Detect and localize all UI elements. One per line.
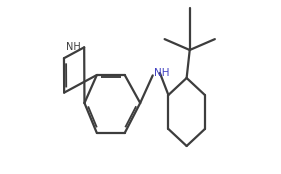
Text: NH: NH xyxy=(66,42,81,52)
Text: NH: NH xyxy=(154,68,169,78)
